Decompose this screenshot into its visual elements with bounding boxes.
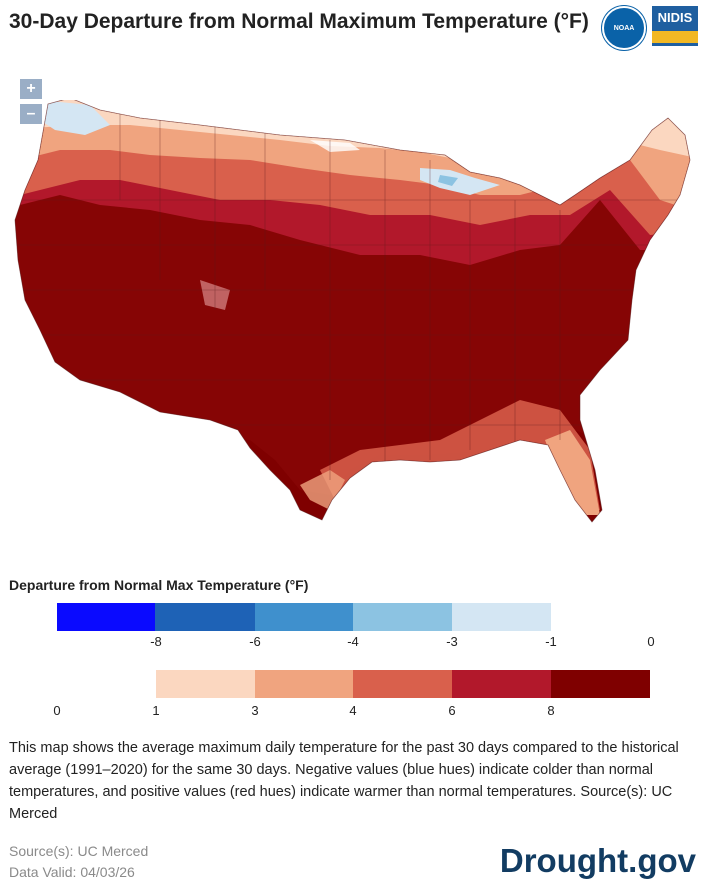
noaa-logo-text: NOAA [613, 24, 635, 32]
legend-cold-tick: -4 [347, 634, 359, 649]
legend-cold-tick: -1 [545, 634, 557, 649]
legend-swatch-cold-4 [353, 603, 452, 631]
legend-swatch-cold-5 [452, 603, 551, 631]
legend-warm-tick: 8 [547, 703, 555, 718]
zoom-out-button[interactable]: – [20, 104, 42, 124]
map-fill [15, 100, 690, 522]
legend-cold-tick: -3 [446, 634, 458, 649]
nidis-logo-band [652, 31, 698, 43]
map-description: This map shows the average maximum daily… [9, 740, 679, 822]
nidis-logo[interactable]: NIDIS [652, 6, 698, 46]
legend-warm-tick: 1 [152, 703, 160, 718]
legend-swatch-cold-1 [57, 603, 155, 631]
partner-logos: NOAA NIDIS [602, 6, 698, 50]
drought-gov-logo[interactable]: Drought.gov [499, 842, 696, 879]
nidis-logo-text: NIDIS [657, 10, 693, 25]
page-title: 30-Day Departure from Normal Maximum Tem… [9, 10, 589, 33]
source-text: Source(s): UC Merced [9, 843, 149, 859]
legend-swatch-warm-1 [156, 670, 255, 698]
zoom-in-button[interactable]: + [20, 79, 42, 99]
legend-swatch-warm-3 [353, 670, 452, 698]
temperature-departure-map[interactable] [0, 100, 706, 540]
data-valid-text: Data Valid: 04/03/26 [9, 864, 135, 880]
legend-swatch-warm-5 [551, 670, 650, 698]
legend-warm-tick: 0 [53, 703, 61, 718]
legend-cold-tick: -6 [249, 634, 261, 649]
legend-cold-tick: -8 [150, 634, 162, 649]
legend-swatch-warm-4 [452, 670, 551, 698]
legend-warm-tick: 6 [448, 703, 456, 718]
legend-swatch-warm-2 [255, 670, 353, 698]
noaa-logo[interactable]: NOAA [602, 6, 646, 50]
legend-swatch-cold-3 [255, 603, 353, 631]
legend-cold-tick: 0 [647, 634, 655, 649]
legend-swatch-cold-2 [155, 603, 255, 631]
state-borders [15, 100, 690, 480]
legend-warm-tick: 3 [251, 703, 259, 718]
legend-title: Departure from Normal Max Temperature (°… [9, 577, 309, 593]
legend-warm-tick: 4 [349, 703, 357, 718]
